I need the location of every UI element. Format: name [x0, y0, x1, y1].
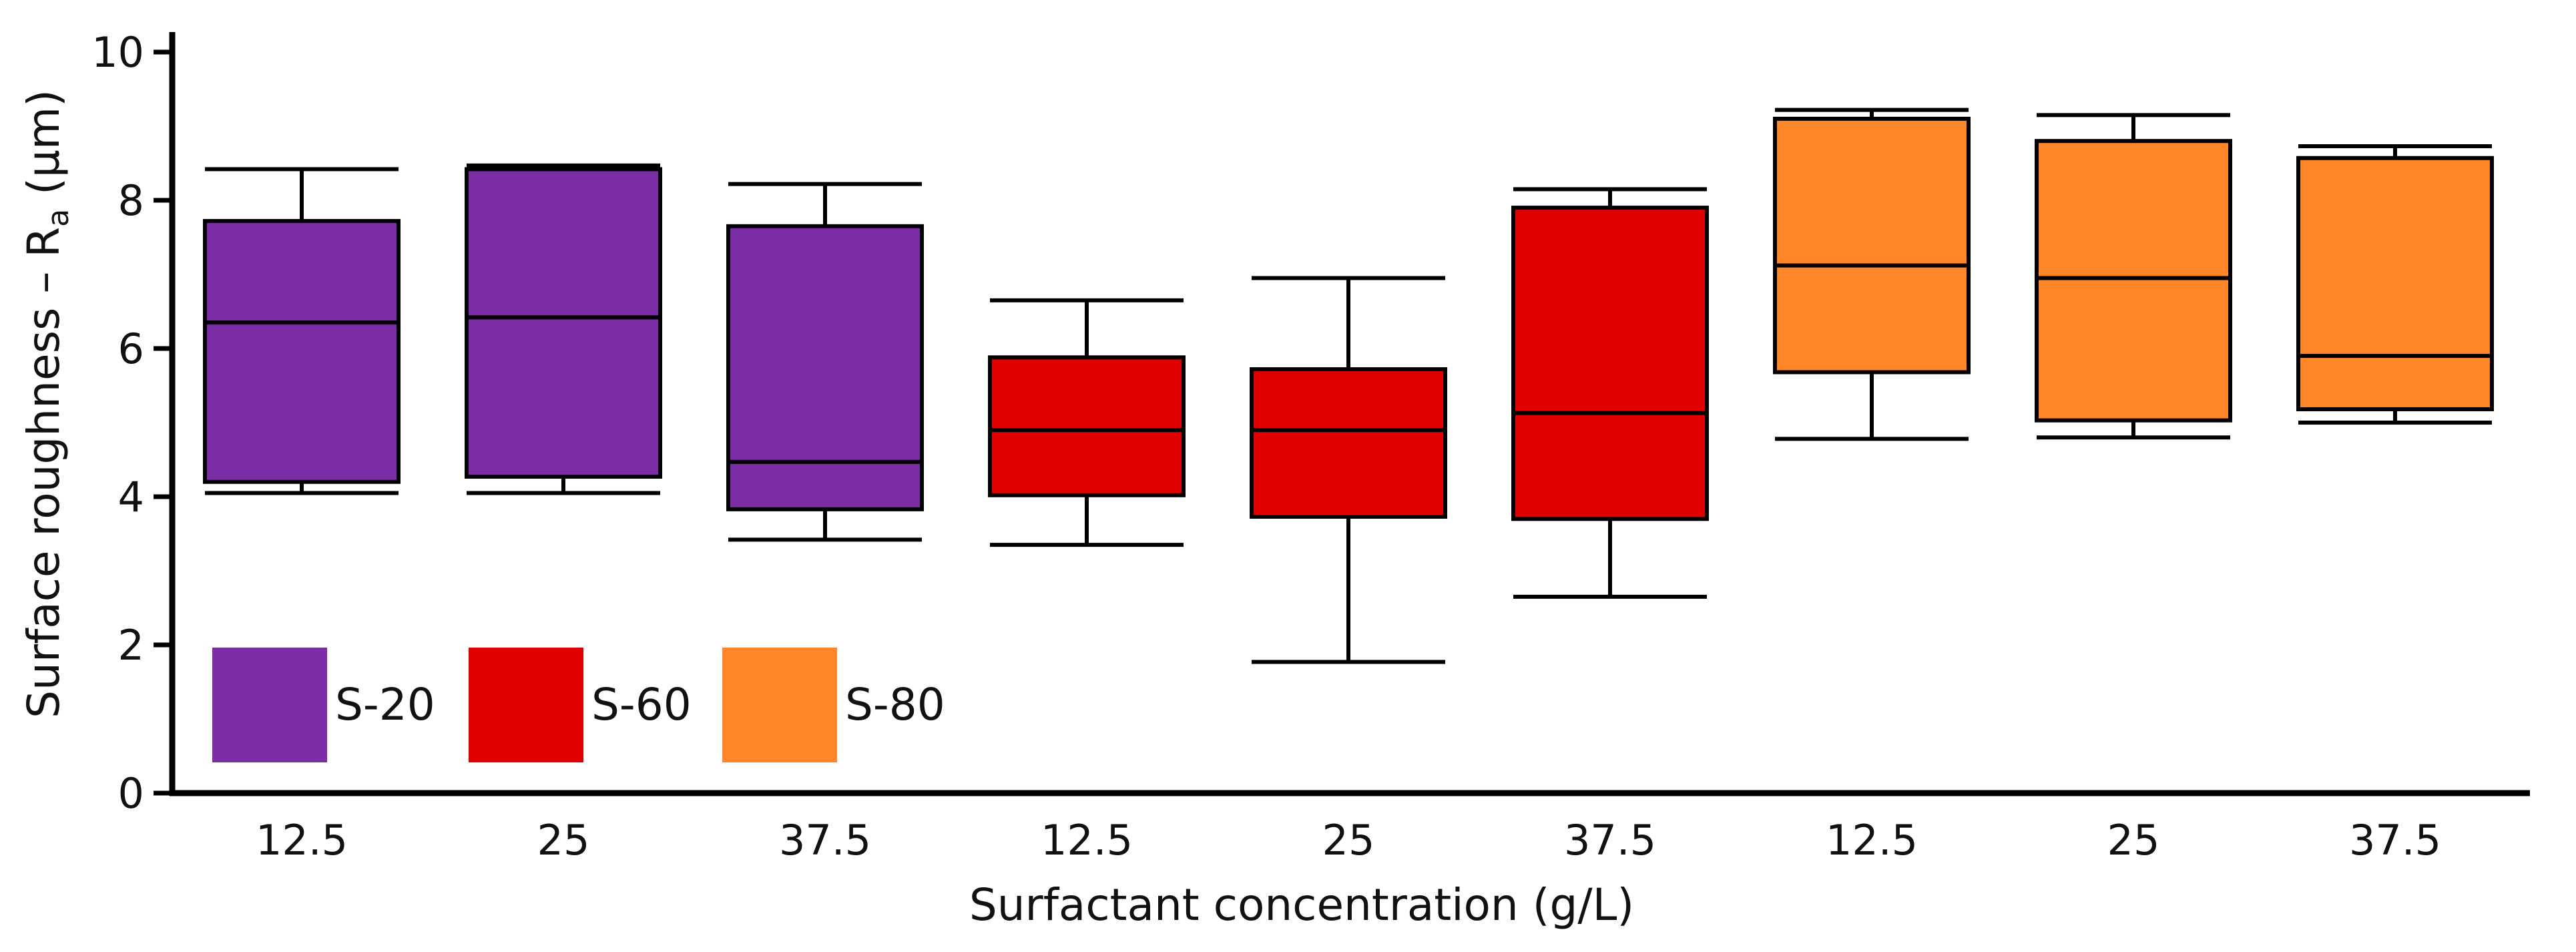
box-iqr: [1511, 206, 1709, 521]
box-iqr: [1250, 367, 1447, 519]
y-axis-title-subscript: a: [41, 209, 75, 227]
y-axis-title-unit: (µm): [18, 89, 69, 209]
box-s-20-12-5: [203, 167, 401, 495]
x-tick-label: 12.5: [256, 816, 348, 865]
legend-swatch: [469, 648, 583, 762]
y-tick-label: 4: [118, 473, 144, 521]
y-tick-label: 10: [91, 28, 144, 77]
x-tick-label: 37.5: [2349, 816, 2441, 865]
y-tick-label: 8: [118, 176, 144, 225]
legend-swatch: [722, 648, 837, 762]
x-tick-label: 25: [2107, 816, 2160, 865]
box-iqr: [2035, 139, 2232, 423]
x-tick-label: 12.5: [1041, 816, 1133, 865]
legend-label: S-60: [591, 679, 692, 730]
box-iqr: [988, 355, 1186, 497]
y-tick-label: 0: [118, 769, 144, 818]
box-s-60-25: [1250, 276, 1447, 664]
box-iqr: [465, 167, 662, 479]
box-s-80-25: [2035, 113, 2232, 440]
legend-item-s-80: S-80: [722, 648, 945, 762]
x-tick-label: 37.5: [779, 816, 871, 865]
x-tick-label: 25: [537, 816, 590, 865]
y-axis-title: Surface roughness – Ra (µm): [18, 89, 75, 718]
y-axis-title-main: Surface roughness – R: [18, 227, 69, 718]
legend-label: S-20: [335, 679, 435, 730]
box-s-60-12-5: [988, 298, 1186, 547]
box-s-20-37-5: [726, 182, 924, 542]
box-s-80-12-5: [1773, 107, 1971, 441]
legend-item-s-60: S-60: [469, 648, 692, 762]
boxes-layer: [203, 107, 2494, 664]
box-iqr: [726, 224, 924, 511]
box-s-20-25: [465, 163, 662, 495]
x-tick-label: 37.5: [1564, 816, 1656, 865]
x-axis-title: Surfactant concentration (g/L): [969, 879, 1634, 931]
x-tick-label: 12.5: [1826, 816, 1918, 865]
y-tick-label: 6: [118, 324, 144, 373]
legend: S-20 S-60 S-80: [212, 648, 945, 762]
y-tick-label: 2: [118, 621, 144, 670]
box-iqr: [203, 219, 401, 484]
legend-item-s-20: S-20: [212, 648, 435, 762]
axes-layer: 12.5 25 37.5 12.5 25 37.5 12.5 25 37.5 0 2 4 6 8 10: [91, 28, 2530, 865]
box-s-60-37-5: [1511, 187, 1709, 599]
legend-swatch: [212, 648, 327, 762]
x-tick-label: 25: [1322, 816, 1375, 865]
box-s-80-37-5: [2296, 144, 2494, 425]
box-iqr: [2296, 156, 2494, 412]
legend-label: S-80: [845, 679, 945, 730]
box-iqr: [1773, 116, 1971, 375]
